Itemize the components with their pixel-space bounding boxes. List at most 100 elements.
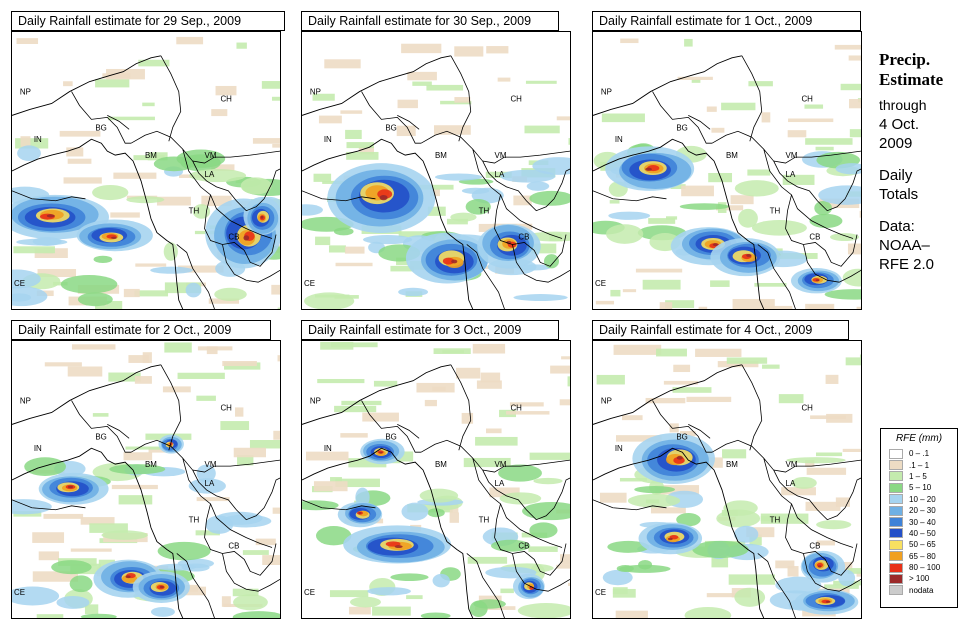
country-label-la: LA [205,479,215,488]
country-label-bm: BM [726,151,738,160]
country-label-ce: CE [14,588,25,597]
country-label-bm: BM [145,151,157,160]
legend-item: nodata [881,585,957,596]
legend-swatch [889,482,903,493]
country-label-ch: CH [510,94,522,103]
country-label-ce: CE [304,279,315,288]
country-label-cb: CB [228,542,239,551]
legend-swatch [889,573,903,584]
legend-swatch [889,585,903,596]
country-label-ch: CH [510,403,522,412]
caption-through: through [879,97,927,113]
country-label-cb: CB [809,233,820,242]
legend-label: .1 – 1 [909,460,930,470]
panel-title: Daily Rainfall estimate for 30 Sep., 200… [301,11,559,31]
country-label-in: IN [34,444,42,453]
country-label-la: LA [495,479,505,488]
country-label-in: IN [615,135,623,144]
legend-label: 65 – 80 [909,551,936,561]
legend-label: 20 – 30 [909,506,936,516]
legend-item: > 100 [881,573,957,584]
legend-swatch [889,471,903,482]
country-label-vm: VM [205,460,217,469]
country-label-la: LA [786,479,796,488]
caption-date-2: 2009 [879,135,913,152]
country-label-np: NP [20,397,31,406]
panel-title: Daily Rainfall estimate for 4 Oct., 2009 [592,320,849,340]
country-label-th: TH [479,207,490,216]
legend-swatch [889,562,903,573]
country-label-th: TH [189,516,200,525]
legend-item: 10 – 20 [881,494,957,505]
country-label-in: IN [324,444,332,453]
country-label-vm: VM [786,460,798,469]
legend-swatch [889,517,903,528]
legend-item: 40 – 50 [881,528,957,539]
country-label-np: NP [310,88,321,97]
legend-label: > 100 [909,574,930,584]
rainfall-map: NP CH IN BG BM VM LA TH CB CE [11,31,281,310]
legend-item: 65 – 80 [881,551,957,562]
country-label-in: IN [34,135,42,144]
country-label-bg: BG [676,123,687,132]
caption-daily-2: Totals [879,186,919,203]
legend-label: 30 – 40 [909,517,936,527]
legend-swatch [889,551,903,562]
country-label-th: TH [189,207,200,216]
country-label-bm: BM [435,151,447,160]
panel-title: Daily Rainfall estimate for 29 Sep., 200… [11,11,285,31]
legend-item: 80 – 100 [881,562,957,573]
country-label-la: LA [786,170,796,179]
country-label-cb: CB [518,542,529,551]
legend-item: 30 – 40 [881,516,957,528]
country-label-vm: VM [495,151,507,160]
country-label-ce: CE [595,279,606,288]
country-label-la: LA [205,170,215,179]
caption-date-1: 4 Oct. [879,116,920,133]
country-label-np: NP [20,88,31,97]
rainfall-map: NP CH IN BG BM VM LA TH CB CE [301,31,571,310]
legend-label: 5 – 10 [909,483,932,493]
country-label-th: TH [770,207,781,216]
country-label-np: NP [601,88,612,97]
legend-item: 5 – 10 [881,482,957,493]
country-label-bg: BG [385,432,396,441]
country-label-cb: CB [809,542,820,551]
legend-label: 0 – .1 [909,449,930,459]
legend-swatch [889,505,903,516]
country-label-in: IN [615,444,623,453]
country-label-bg: BG [95,123,106,132]
caption-data-1: Data: [879,218,915,235]
country-label-ce: CE [14,279,25,288]
country-label-ce: CE [304,588,315,597]
legend-item: 50 – 65 [881,539,957,550]
side-caption: Precip. Estimate through 4 Oct. 2009 Dai… [879,50,965,274]
caption-daily-1: Daily [879,167,913,184]
country-label-np: NP [310,397,321,406]
legend-label: 10 – 20 [909,494,936,504]
country-label-ch: CH [220,94,232,103]
country-label-in: IN [324,135,332,144]
legend-item: 0 – .1 [881,448,957,459]
rainfall-map: NP CH IN BG BM VM LA TH CB CE [592,340,862,619]
panel-title: Daily Rainfall estimate for 2 Oct., 2009 [11,320,271,340]
country-label-ch: CH [801,403,813,412]
legend-label: 50 – 65 [909,540,936,550]
country-label-bg: BG [385,123,396,132]
caption-heading-2: Estimate [879,70,944,89]
legend-swatch [889,448,903,459]
panel-title: Daily Rainfall estimate for 3 Oct., 2009 [301,320,559,340]
caption-heading-1: Precip. [879,50,931,69]
caption-data-2: NOAA– [879,237,930,254]
legend-item: .1 – 1 [881,459,957,471]
country-label-vm: VM [786,151,798,160]
country-label-ce: CE [595,588,606,597]
legend-swatch [889,460,903,471]
country-label-th: TH [479,516,490,525]
legend-label: 40 – 50 [909,528,936,538]
country-label-cb: CB [518,233,529,242]
caption-data-3: RFE 2.0 [879,256,935,273]
legend-label: 80 – 100 [909,563,941,573]
country-label-la: LA [495,170,505,179]
